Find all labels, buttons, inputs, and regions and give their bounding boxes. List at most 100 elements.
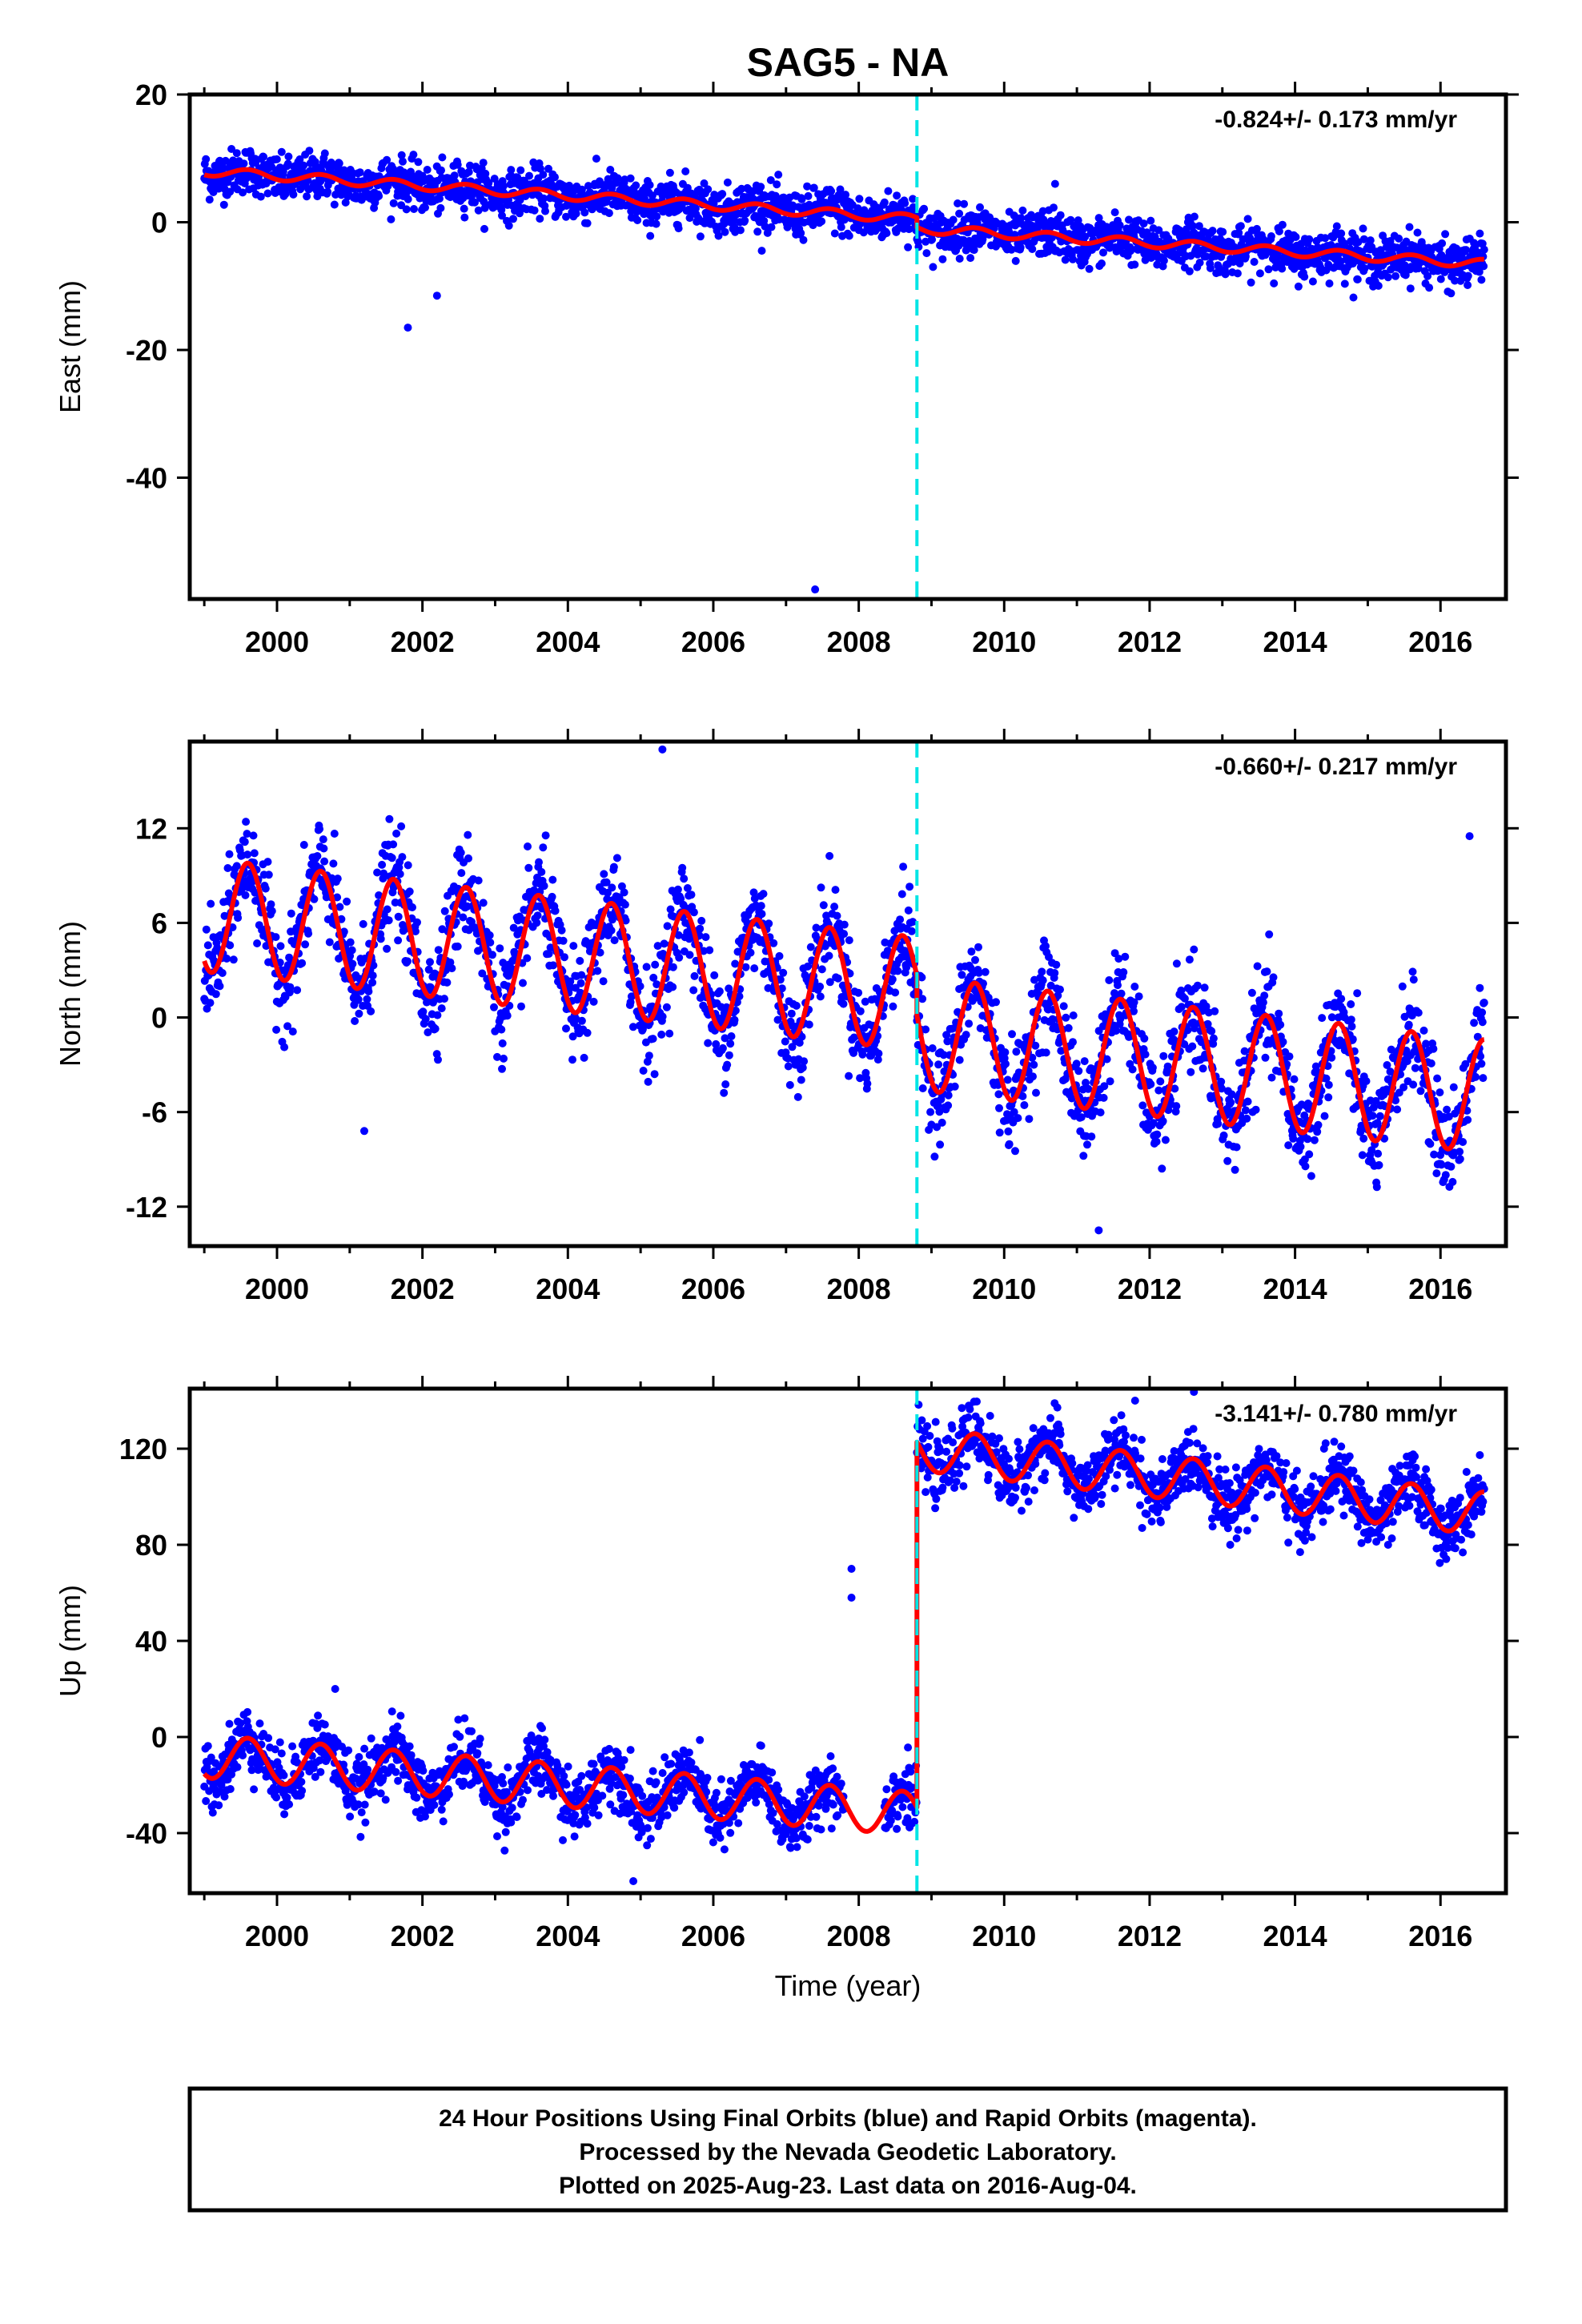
east-point — [1264, 265, 1273, 274]
north-point — [757, 910, 766, 919]
east-point — [1011, 256, 1020, 265]
east-point — [202, 155, 211, 163]
north-point — [704, 1039, 713, 1047]
east-point — [1074, 216, 1082, 225]
north-point — [293, 986, 302, 995]
north-point — [408, 903, 416, 911]
north-point — [576, 988, 584, 997]
east-point — [1425, 283, 1434, 292]
north-point — [229, 955, 238, 964]
north-point — [893, 967, 902, 975]
north-point — [1303, 1135, 1312, 1144]
east-point — [583, 219, 592, 227]
north-point — [617, 882, 626, 891]
up-point — [208, 1808, 217, 1817]
east-point — [646, 231, 655, 240]
east-point — [341, 198, 350, 207]
north-point — [1083, 1140, 1091, 1149]
north-point — [995, 1104, 1003, 1112]
north-point — [644, 1051, 653, 1060]
north-point — [1426, 1140, 1435, 1148]
east-point — [205, 195, 214, 204]
north-point — [839, 999, 848, 1008]
east-point — [853, 204, 862, 213]
north-point — [1479, 1074, 1488, 1083]
east-point — [536, 215, 544, 223]
east-point — [474, 206, 483, 215]
north-point — [1289, 1134, 1298, 1143]
north-point — [539, 843, 548, 852]
north-point — [363, 995, 371, 1003]
north-point — [974, 943, 982, 951]
north-point — [264, 870, 273, 879]
north-x-tick-label: 2000 — [245, 1273, 309, 1305]
north-point — [678, 863, 687, 872]
north-point — [299, 841, 308, 849]
north-point — [854, 988, 863, 997]
east-point — [757, 183, 765, 191]
north-point — [1408, 967, 1417, 976]
east-point — [259, 152, 268, 161]
north-point — [474, 876, 483, 885]
north-point — [652, 980, 661, 989]
north-point — [687, 891, 696, 899]
north-point — [1372, 1183, 1381, 1192]
east-point — [1462, 246, 1471, 255]
north-point — [315, 825, 324, 834]
east-point — [1340, 279, 1349, 288]
north-point — [612, 854, 621, 862]
north-point — [600, 870, 608, 879]
east-point — [277, 147, 286, 156]
north-point — [203, 1004, 211, 1013]
north-point — [1327, 1053, 1336, 1062]
north-point — [765, 919, 773, 928]
north-point — [1069, 1038, 1077, 1047]
north-point — [683, 884, 692, 892]
north-point — [792, 1001, 801, 1010]
east-point — [696, 232, 705, 241]
north-point — [731, 959, 740, 968]
north-y-tick-label: -6 — [142, 1096, 167, 1129]
north-point — [1251, 1105, 1260, 1114]
north-point — [286, 983, 295, 991]
north-point — [663, 922, 672, 931]
east-point — [402, 205, 411, 214]
north-point — [1185, 955, 1194, 964]
north-point — [498, 1039, 507, 1047]
north-point — [1398, 982, 1407, 991]
north-point — [620, 888, 628, 897]
north-point — [392, 829, 401, 838]
north-point — [1435, 1088, 1444, 1097]
east-point — [836, 185, 845, 194]
north-point — [921, 1025, 930, 1034]
east-point — [323, 187, 332, 196]
east-point — [882, 229, 891, 238]
east-point — [539, 171, 548, 179]
north-point — [731, 1006, 740, 1015]
north-point — [1069, 1011, 1078, 1019]
north-point — [995, 1128, 1004, 1137]
north-point — [355, 1009, 363, 1018]
east-point — [1016, 243, 1025, 251]
north-point — [889, 1002, 897, 1011]
north-y-tick-label: -12 — [126, 1191, 167, 1224]
north-point — [394, 936, 403, 945]
north-point — [566, 977, 575, 986]
north-point — [928, 1044, 937, 1052]
north-point — [431, 1024, 440, 1033]
east-point — [1236, 222, 1245, 231]
north-point — [599, 977, 608, 986]
east-point — [1235, 228, 1243, 237]
east-point — [551, 173, 559, 182]
east-point — [497, 206, 506, 214]
north-point — [333, 893, 342, 902]
north-point — [359, 919, 367, 928]
north-point — [206, 999, 215, 1007]
east-point — [632, 181, 640, 190]
east-point — [436, 203, 445, 212]
north-point — [1480, 999, 1488, 1007]
north-point — [400, 925, 409, 934]
north-point — [1253, 962, 1262, 971]
east-rate-label: -0.824+/- 0.173 mm/yr — [1215, 107, 1457, 133]
east-x-tick-label: 2010 — [972, 625, 1036, 658]
